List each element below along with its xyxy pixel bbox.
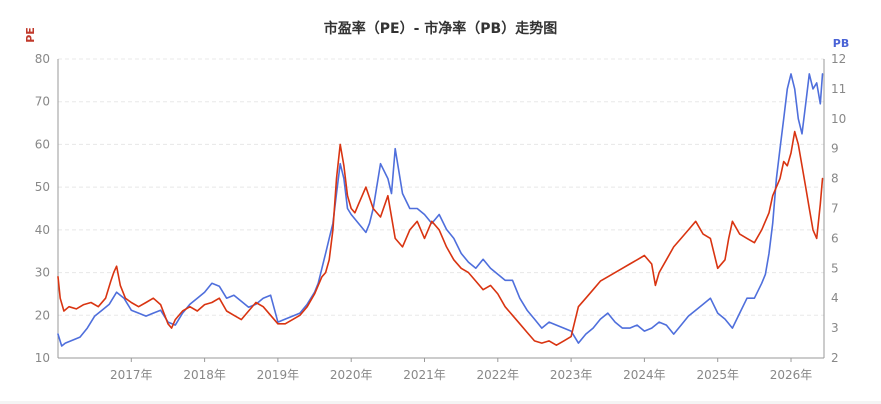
y-left-tick-label: 10 (35, 351, 50, 365)
y-axis-left-label: PE (24, 27, 37, 43)
y-right-tick-label: 9 (831, 142, 839, 156)
y-right-tick-label: 5 (831, 261, 839, 275)
y-right-tick-label: 7 (831, 202, 839, 216)
y-right-tick-label: 2 (831, 351, 839, 365)
y-right-tick-label: 6 (831, 231, 839, 245)
x-tick-label: 2021年 (403, 368, 446, 382)
bottom-edge (0, 401, 881, 404)
y-right-tick-label: 12 (831, 52, 846, 66)
x-tick-label: 2018年 (183, 368, 226, 382)
y-right-tick-label: 4 (831, 291, 839, 305)
y-axis-right-label: PB (833, 37, 849, 50)
y-left-tick-label: 60 (35, 137, 50, 151)
x-tick-label: 2026年 (770, 368, 813, 382)
y-left-tick-label: 20 (35, 308, 50, 322)
axes (57, 59, 825, 362)
x-tick-label: 2023年 (550, 368, 593, 382)
x-tick-label: 2017年 (110, 368, 153, 382)
chart-title: 市盈率（PE）- 市净率（PB）走势图 (324, 20, 557, 37)
y-right-tick-label: 8 (831, 172, 839, 186)
series (57, 73, 824, 347)
y-left-tick-label: 80 (35, 52, 50, 66)
y-left-tick-label: 50 (35, 180, 50, 194)
y-left-tick-label: 70 (35, 95, 50, 109)
x-tick-label: 2019年 (257, 368, 300, 382)
grid (58, 58, 824, 316)
x-tick-label: 2020年 (330, 368, 373, 382)
y-right-tick-label: 3 (831, 321, 839, 335)
y-right-tick-label: 10 (831, 112, 846, 126)
x-tick-label: 2024年 (623, 368, 666, 382)
x-tick-label: 2022年 (477, 368, 520, 382)
y-left-tick-label: 40 (35, 223, 50, 237)
x-tick-label: 2025年 (696, 368, 739, 382)
tick-labels: 10 20 30 40 50 60 70 80 2 3 4 5 6 7 8 9 10 11 12 2017年 2018年… (35, 52, 847, 382)
y-left-tick-label: 30 (35, 266, 50, 280)
y-right-tick-label: 11 (831, 82, 846, 96)
pb-series-line (57, 73, 824, 347)
pe-series-line (57, 130, 824, 347)
